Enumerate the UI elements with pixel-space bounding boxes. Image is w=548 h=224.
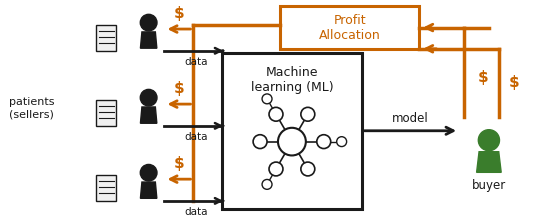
Text: $: $ [478, 70, 489, 85]
Polygon shape [140, 32, 157, 48]
Circle shape [478, 130, 499, 151]
Circle shape [253, 135, 267, 149]
Circle shape [301, 107, 315, 121]
Circle shape [262, 94, 272, 104]
FancyBboxPatch shape [222, 53, 362, 209]
Text: data: data [185, 132, 208, 142]
Polygon shape [140, 182, 157, 198]
Circle shape [301, 162, 315, 176]
Text: $: $ [174, 6, 184, 21]
Circle shape [262, 179, 272, 189]
Polygon shape [140, 107, 157, 123]
Circle shape [140, 14, 157, 31]
Circle shape [278, 128, 306, 155]
Circle shape [336, 137, 347, 146]
FancyBboxPatch shape [96, 175, 116, 201]
Circle shape [140, 89, 157, 106]
FancyBboxPatch shape [280, 6, 419, 49]
Text: data: data [185, 57, 208, 67]
Circle shape [317, 135, 330, 149]
Text: $: $ [509, 75, 520, 90]
Text: Machine
learning (ML): Machine learning (ML) [250, 66, 333, 94]
Text: buyer: buyer [472, 179, 506, 192]
Circle shape [269, 162, 283, 176]
Polygon shape [477, 152, 501, 172]
Text: model: model [392, 112, 429, 125]
Text: $: $ [174, 156, 184, 171]
Text: $: $ [174, 81, 184, 96]
Text: Profit
Allocation: Profit Allocation [319, 14, 380, 42]
FancyBboxPatch shape [96, 100, 116, 126]
Text: patients
(sellers): patients (sellers) [9, 97, 55, 119]
Circle shape [140, 164, 157, 181]
Circle shape [269, 107, 283, 121]
FancyBboxPatch shape [96, 25, 116, 51]
Text: data: data [185, 207, 208, 217]
